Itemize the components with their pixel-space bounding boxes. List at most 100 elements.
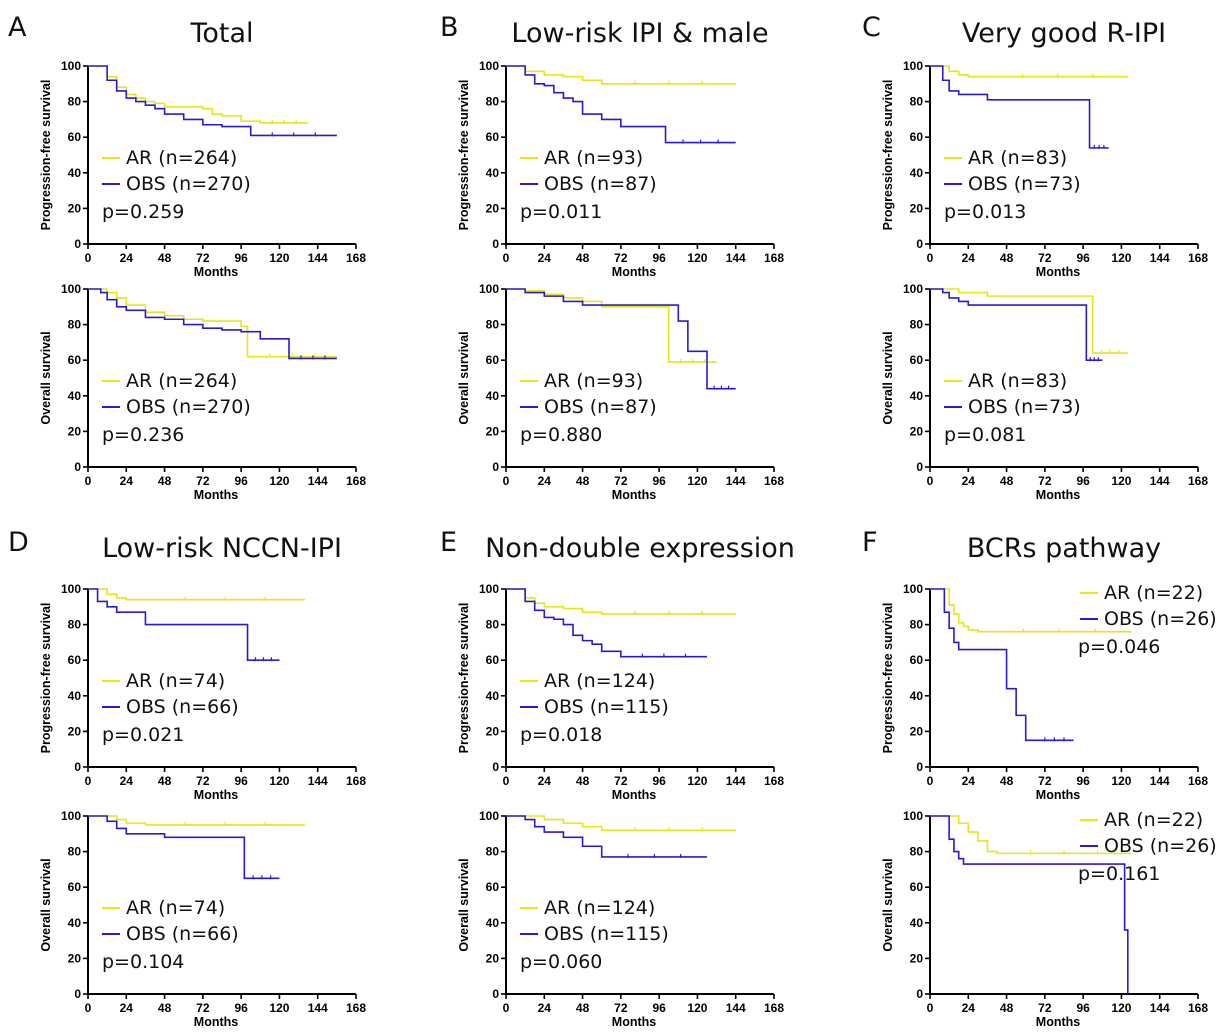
y-tick-label: 100 — [479, 282, 499, 296]
y-tick-label: 100 — [903, 59, 923, 73]
y-tick-label: 100 — [479, 59, 499, 73]
km-curve-ar — [506, 288, 717, 363]
x-axis-title: Months — [194, 488, 238, 502]
km-curve-obs — [88, 815, 280, 880]
panel-letter: A — [8, 12, 27, 43]
x-tick-label: 96 — [234, 251, 248, 265]
x-tick-label: 48 — [158, 474, 172, 488]
x-tick-label: 72 — [1038, 251, 1052, 265]
y-tick-label: 60 — [910, 653, 924, 667]
km-curve-ar — [506, 815, 736, 832]
panel-title: Low-risk NCCN-IPI — [102, 533, 342, 564]
x-tick-label: 0 — [503, 774, 510, 788]
km-curve-obs — [88, 588, 280, 661]
legend-label-obs: OBS (n=26) — [1104, 608, 1217, 630]
y-tick-label: 100 — [479, 809, 499, 823]
x-tick-label: 120 — [687, 251, 707, 265]
legend-label-obs: OBS (n=115) — [544, 923, 669, 945]
p-value: p=0.236 — [102, 424, 184, 446]
x-tick-label: 72 — [614, 774, 628, 788]
y-tick-label: 0 — [916, 460, 923, 474]
km-plot-pfs: 0 20 40 60 80 100 0 24 48 72 96 120 144 168 Months Prog… — [457, 59, 784, 279]
y-tick-label: 80 — [486, 95, 500, 109]
panel-letter: C — [862, 12, 881, 43]
p-value: p=0.104 — [102, 951, 184, 973]
x-tick-label: 144 — [1150, 251, 1170, 265]
legend-label-obs: OBS (n=73) — [968, 396, 1081, 418]
x-tick-label: 0 — [927, 251, 934, 265]
x-tick-label: 168 — [1188, 774, 1208, 788]
x-axis-title: Months — [194, 1015, 238, 1029]
x-tick-label: 0 — [503, 474, 510, 488]
y-tick-label: 20 — [486, 951, 500, 965]
y-tick-label: 0 — [492, 460, 499, 474]
y-axis-title: Progression-free survival — [881, 80, 895, 231]
y-tick-label: 0 — [74, 760, 81, 774]
x-tick-label: 48 — [576, 251, 590, 265]
km-curve-ar — [930, 288, 1128, 354]
legend-label-obs: OBS (n=87) — [544, 396, 657, 418]
km-curve-ar — [930, 65, 1128, 78]
km-curve-ar — [88, 288, 337, 358]
y-tick-label: 20 — [910, 724, 924, 738]
x-axis-title: Months — [194, 788, 238, 802]
y-tick-label: 20 — [486, 724, 500, 738]
x-tick-label: 120 — [269, 1001, 289, 1015]
x-axis-title: Months — [612, 265, 656, 279]
x-axis-title: Months — [612, 488, 656, 502]
x-tick-label: 72 — [614, 251, 628, 265]
legend-label-obs: OBS (n=87) — [544, 173, 657, 195]
x-tick-label: 24 — [538, 1001, 552, 1015]
x-tick-label: 24 — [962, 251, 976, 265]
x-tick-label: 120 — [687, 774, 707, 788]
y-tick-label: 0 — [492, 237, 499, 251]
x-tick-label: 48 — [1000, 251, 1014, 265]
y-tick-label: 60 — [486, 880, 500, 894]
km-curve-ar — [930, 588, 1131, 633]
km-curve-obs — [88, 65, 337, 137]
p-value: p=0.013 — [944, 201, 1026, 223]
x-tick-label: 168 — [1188, 251, 1208, 265]
legend-label-ar: AR (n=22) — [1104, 582, 1203, 604]
x-tick-label: 96 — [652, 1001, 666, 1015]
x-tick-label: 96 — [1076, 251, 1090, 265]
x-tick-label: 48 — [158, 1001, 172, 1015]
x-tick-label: 120 — [687, 474, 707, 488]
x-tick-label: 0 — [503, 1001, 510, 1015]
y-tick-label: 0 — [916, 760, 923, 774]
x-tick-label: 96 — [1076, 1001, 1090, 1015]
x-tick-label: 0 — [85, 251, 92, 265]
legend-label-obs: OBS (n=73) — [968, 173, 1081, 195]
panel-c: C Very good R-IPI 0 20 40 60 80 100 0 24 48 72 96 120… — [862, 12, 1208, 502]
y-tick-label: 0 — [916, 987, 923, 1001]
legend-label-obs: OBS (n=270) — [126, 396, 251, 418]
km-plot-pfs: 0 20 40 60 80 100 0 24 48 72 96 120 144 168 Months Prog… — [39, 582, 366, 802]
x-tick-label: 72 — [196, 774, 210, 788]
y-tick-label: 80 — [68, 95, 82, 109]
km-plot-os: 0 20 40 60 80 100 0 24 48 72 96 120 144 168 Months Over… — [457, 282, 784, 502]
km-curve-obs — [930, 588, 1074, 742]
x-tick-label: 144 — [726, 1001, 746, 1015]
y-axis-title: Progression-free survival — [39, 603, 53, 754]
x-tick-label: 144 — [308, 474, 328, 488]
x-tick-label: 168 — [1188, 1001, 1208, 1015]
x-tick-label: 120 — [687, 1001, 707, 1015]
y-tick-label: 80 — [910, 618, 924, 632]
x-axis-title: Months — [194, 265, 238, 279]
x-tick-label: 168 — [764, 251, 784, 265]
p-value: p=0.018 — [520, 724, 602, 746]
y-tick-label: 80 — [486, 618, 500, 632]
y-tick-label: 100 — [61, 59, 81, 73]
x-tick-label: 168 — [346, 774, 366, 788]
y-tick-label: 20 — [486, 201, 500, 215]
x-tick-label: 48 — [1000, 474, 1014, 488]
legend-label-ar: AR (n=264) — [126, 147, 237, 169]
x-axis-title: Months — [1036, 1015, 1080, 1029]
km-plot-os: 0 20 40 60 80 100 0 24 48 72 96 120 144 168 Months Over… — [39, 282, 366, 502]
x-tick-label: 144 — [726, 474, 746, 488]
x-tick-label: 120 — [269, 251, 289, 265]
y-tick-label: 80 — [910, 318, 924, 332]
x-tick-label: 24 — [120, 1001, 134, 1015]
x-tick-label: 24 — [120, 474, 134, 488]
x-tick-label: 48 — [1000, 1001, 1014, 1015]
